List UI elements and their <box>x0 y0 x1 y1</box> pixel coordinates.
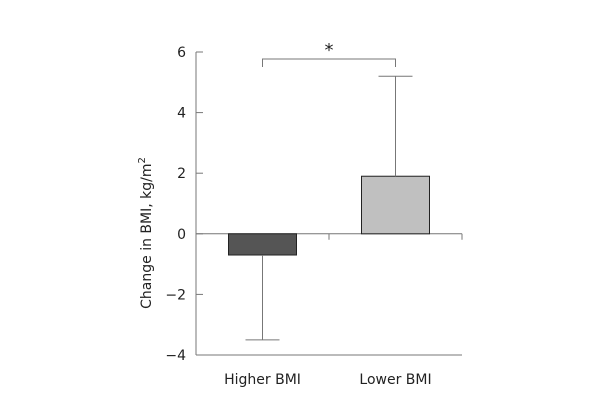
y-axis-title-superscript: 2 <box>137 157 148 163</box>
x-axis: Higher BMI Lower BMI <box>196 233 463 388</box>
significance-annotation: * <box>262 40 396 67</box>
y-tick-label: 2 <box>177 166 186 182</box>
bar <box>228 233 297 256</box>
y-axis-title-text: Change in BMI, kg/m <box>139 164 155 309</box>
y-axis-title: Change in BMI, kg/m2 <box>137 157 155 309</box>
bar <box>361 175 430 235</box>
y-tick-label: 4 <box>177 106 186 122</box>
y-tick-label: 0 <box>177 227 186 243</box>
significance-bracket <box>262 58 396 67</box>
y-axis: 6 4 2 0 −2 −4 <box>165 45 203 364</box>
bars <box>228 75 430 341</box>
x-category-label: Lower BMI <box>359 372 431 388</box>
x-category-label: Higher BMI <box>224 372 301 388</box>
y-tick-label: −2 <box>165 287 186 303</box>
y-tick-label: 6 <box>177 45 186 61</box>
y-tick-label: −4 <box>165 348 186 364</box>
significance-star: * <box>325 40 334 61</box>
